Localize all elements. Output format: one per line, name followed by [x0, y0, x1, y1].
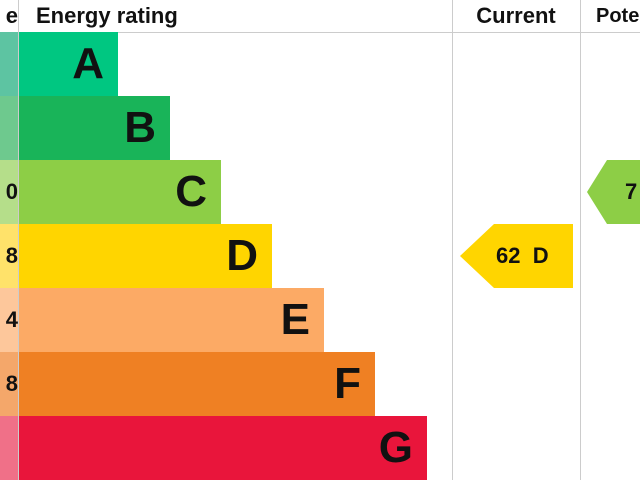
- potential-rating-label: 7: [625, 179, 638, 204]
- current-rating-label: 62 D: [496, 243, 549, 268]
- band-bar-e: E: [19, 288, 324, 352]
- header-current: Current: [476, 3, 556, 28]
- potential-rating-arrow: 7: [587, 160, 640, 224]
- score-range-d: 8: [0, 224, 18, 288]
- band-bar-f: F: [19, 352, 375, 416]
- column-divider: [580, 0, 581, 480]
- band-bar-d: D: [19, 224, 272, 288]
- score-range-c: 0: [0, 160, 18, 224]
- score-range-g: [0, 416, 18, 480]
- header-divider: [0, 32, 640, 33]
- header-energy-rating: Energy rating: [36, 3, 178, 28]
- score-range-b: [0, 96, 18, 160]
- header-potential: Pote: [596, 5, 640, 27]
- header-score: e: [5, 3, 18, 28]
- score-range-e: 4: [0, 288, 18, 352]
- column-divider: [452, 0, 453, 480]
- band-bar-b: B: [19, 96, 170, 160]
- band-bar-a: A: [19, 32, 118, 96]
- current-rating-arrow: 62 D: [460, 224, 573, 288]
- column-divider: [18, 0, 19, 480]
- score-range-a: [0, 32, 18, 96]
- score-range-f: 8: [0, 352, 18, 416]
- band-bar-c: C: [19, 160, 221, 224]
- band-bar-g: G: [19, 416, 427, 480]
